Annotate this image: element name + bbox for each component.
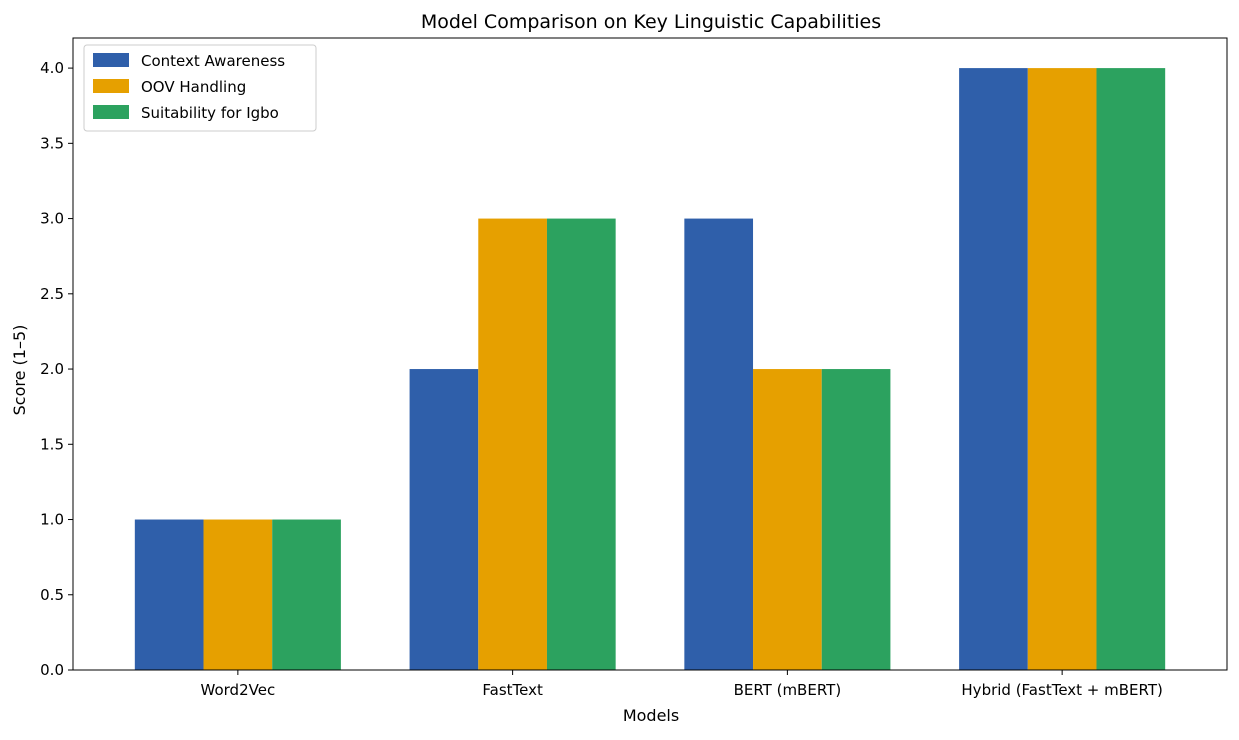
- y-tick-label: 3.0: [40, 210, 64, 228]
- bar: [1096, 68, 1166, 671]
- y-tick-label: 4.0: [40, 59, 64, 77]
- legend-label: OOV Handling: [141, 78, 246, 96]
- plot-frame: [72, 37, 1228, 671]
- bar: [684, 218, 754, 671]
- x-axis-label: Models: [623, 706, 679, 725]
- legend-swatch: [93, 105, 129, 119]
- y-tick-label: 0.0: [40, 661, 64, 679]
- y-tick-label: 0.5: [40, 586, 64, 604]
- y-tick-label: 1.0: [40, 511, 64, 529]
- y-axis-label: Score (1–5): [10, 325, 29, 416]
- y-tick-label: 2.5: [40, 285, 64, 303]
- x-tick-label: Word2Vec: [201, 681, 276, 699]
- axes-layer: 0.0 0.5 1.0 1.5 2.0 2.5 3.0 3.5 4.0 Word2Vec FastT…: [40, 37, 1228, 699]
- bar: [272, 519, 341, 670]
- x-tick-label: BERT (mBERT): [734, 681, 842, 699]
- bar: [546, 218, 616, 671]
- y-tick-label: 2.0: [40, 360, 64, 378]
- bars-layer: [134, 68, 1166, 671]
- legend-frame: [83, 44, 317, 132]
- bar: [203, 519, 273, 670]
- legend-swatch: [93, 53, 129, 67]
- legend-label: Suitability for Igbo: [141, 104, 279, 122]
- bar: [478, 218, 547, 671]
- chart-title: Model Comparison on Key Linguistic Capab…: [421, 11, 881, 33]
- bar: [134, 519, 204, 670]
- bar: [959, 68, 1028, 671]
- x-tick-label: FastText: [482, 681, 543, 699]
- y-tick-label: 3.5: [40, 134, 64, 152]
- y-tick-label: 1.5: [40, 435, 64, 453]
- bar: [409, 369, 479, 670]
- bar: [821, 369, 891, 670]
- legend-swatch: [93, 79, 129, 93]
- x-tick-label: Hybrid (FastText + mBERT): [961, 681, 1162, 699]
- legend-label: Context Awareness: [141, 52, 285, 70]
- bar: [1027, 68, 1097, 671]
- bar: [753, 369, 822, 670]
- legend: Context Awareness OOV Handling Suitability…: [83, 44, 317, 132]
